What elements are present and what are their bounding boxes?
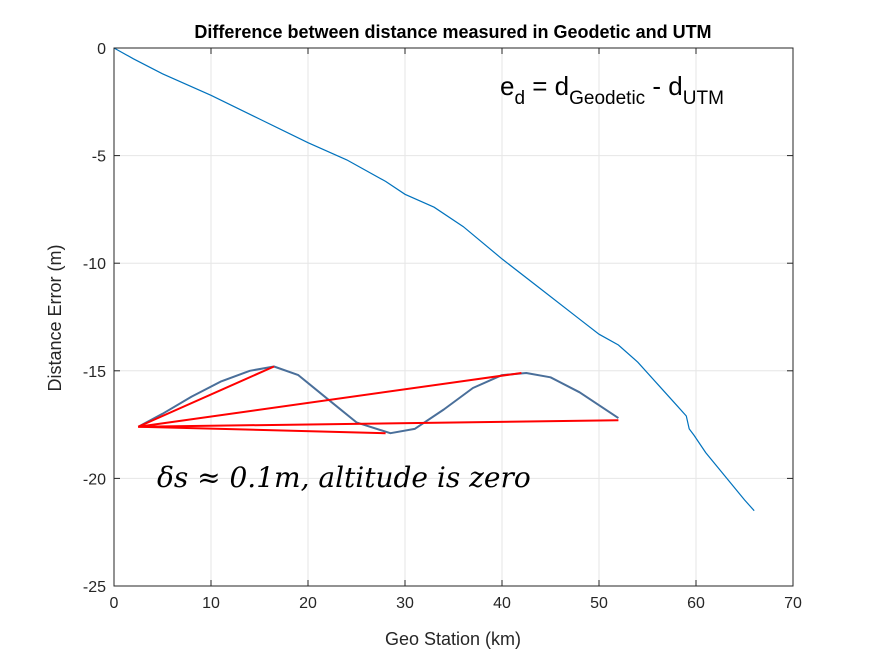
formula-e: e xyxy=(500,71,514,101)
x-tick-label: 40 xyxy=(493,595,511,612)
y-tick-label: -5 xyxy=(92,149,106,166)
series-layer xyxy=(113,47,755,512)
y-tick-label: -15 xyxy=(83,364,106,381)
y-axis-label: Distance Error (m) xyxy=(45,244,65,391)
formula-eq-d: = d xyxy=(525,71,569,101)
formula-sub-geodetic: Geodetic xyxy=(569,88,645,109)
inset-chord-line xyxy=(137,365,275,428)
tick-layer: 0 10 20 30 40 50 60 70 0 -5 -10 -15 -20 -25 xyxy=(83,41,802,612)
x-tick-label: 10 xyxy=(202,595,220,612)
x-tick-label: 50 xyxy=(590,595,608,612)
inset-chord-line xyxy=(138,425,386,435)
x-axis-label: Geo Station (km) xyxy=(385,629,521,649)
plot-area-border xyxy=(113,47,794,587)
series-line xyxy=(113,47,755,512)
y-tick-label: 0 xyxy=(97,41,106,58)
formula-minus-d: - d xyxy=(645,71,683,101)
x-tick-label: 20 xyxy=(299,595,317,612)
x-tick-label: 60 xyxy=(687,595,705,612)
formula-sub-utm: UTM xyxy=(683,88,724,109)
x-tick-label: 30 xyxy=(396,595,414,612)
y-tick-label: -25 xyxy=(83,579,106,596)
formula-sub-d: d xyxy=(514,88,525,109)
y-tick-label: -20 xyxy=(83,471,106,488)
y-tick-label: -10 xyxy=(83,256,106,273)
x-tick-label: 70 xyxy=(784,595,802,612)
x-tick-label: 0 xyxy=(110,595,119,612)
chart-title: Difference between distance measured in … xyxy=(194,22,711,42)
note-annotation: δs ≈ 0.1m, altitude is zero xyxy=(157,461,531,494)
inset-wave-line xyxy=(137,365,619,435)
inset-diagram xyxy=(137,365,619,435)
inset-chord-line xyxy=(138,419,619,428)
inset-chord-line xyxy=(138,371,522,428)
grid xyxy=(113,47,794,587)
formula-annotation: ed = dGeodetic - dUTM xyxy=(500,71,724,109)
